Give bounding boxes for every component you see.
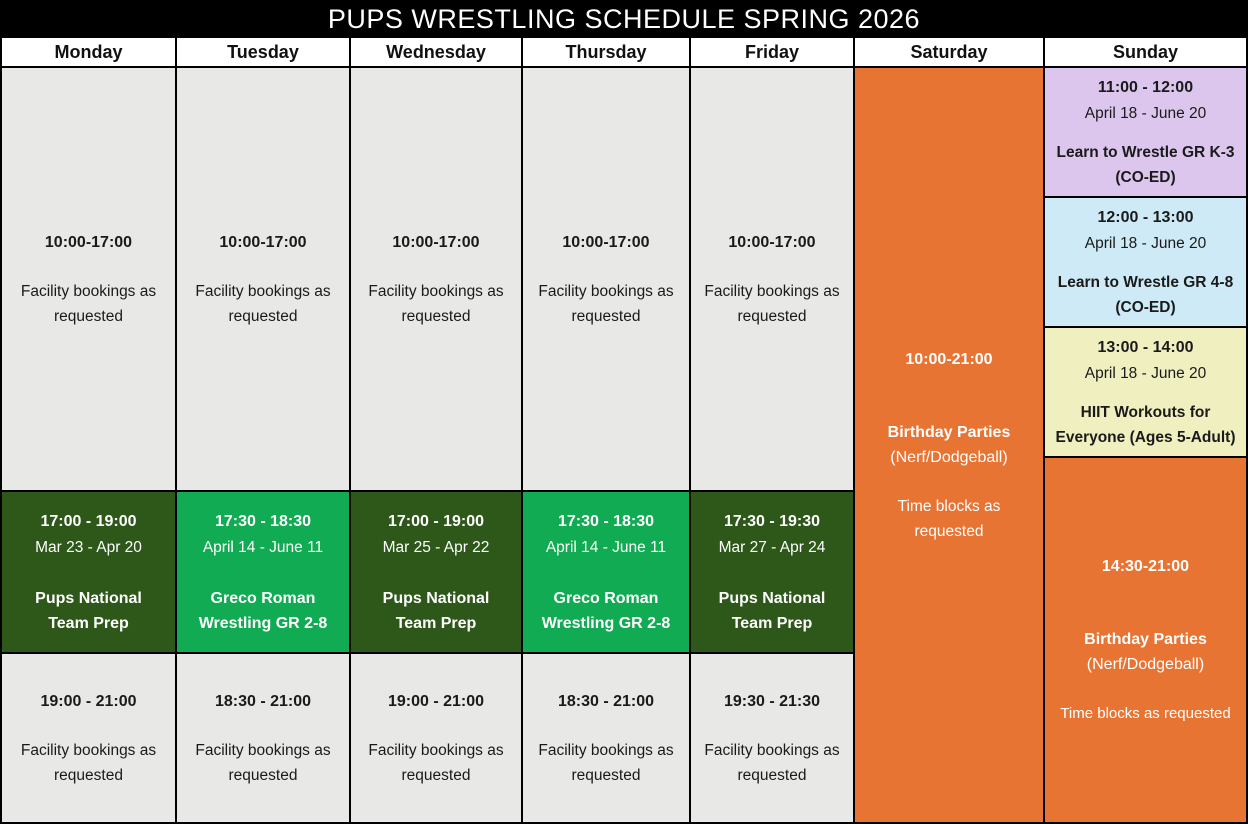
day-header-sunday: Sunday [1045,38,1246,66]
wednesday-program-cell: 17:00 - 19:00 Mar 25 - Apr 22 Pups Natio… [351,492,521,652]
date-range: Mar 25 - Apr 22 [382,538,490,556]
sunday-class-learn-to-wrestle-k3-cell: 11:00 - 12:00 April 18 - June 20 Learn t… [1045,68,1246,196]
day-header-tuesday: Tuesday [177,38,349,66]
time-range: 11:00 - 12:00 [1097,78,1194,96]
sunday-class-hiit-workouts-cell: 13:00 - 14:00 April 18 - June 20 HIIT Wo… [1045,328,1246,456]
program-name: Greco Roman Wrestling GR 2-8 [541,589,671,632]
thursday-program-cell: 17:30 - 18:30 April 14 - June 11 Greco R… [523,492,689,652]
booking-note: Time blocks as requested [1060,705,1231,722]
time-range: 17:30 - 18:30 [214,512,312,530]
day-header-monday: Monday [2,38,175,66]
thursday-morning-facility-cell: 10:00-17:00 Facility bookings as request… [523,68,689,490]
schedule-title: PUPS WRESTLING SCHEDULE SPRING 2026 [0,0,1248,38]
event-detail: (Nerf/Dodgeball) [1086,656,1205,673]
monday-morning-facility-cell: 10:00-17:00 Facility bookings as request… [2,68,175,490]
time-range: 19:00 - 21:00 [40,692,137,710]
time-range: 17:30 - 18:30 [557,512,655,530]
wednesday-morning-facility-cell: 10:00-17:00 Facility bookings as request… [351,68,521,490]
date-range: Mar 27 - Apr 24 [718,538,826,556]
program-name: Pups National Team Prep [382,589,490,632]
friday-evening-facility-cell: 19:30 - 21:30 Facility bookings as reque… [691,654,853,822]
facility-description: Facility bookings as requested [20,741,157,784]
time-range: 19:00 - 21:00 [387,692,485,710]
facility-description: Facility bookings as requested [195,741,331,784]
facility-description: Facility bookings as requested [538,741,674,784]
schedule-title-text: PUPS WRESTLING SCHEDULE SPRING 2026 [327,3,921,34]
facility-description: Facility bookings as requested [195,282,331,325]
date-range: April 14 - June 11 [202,538,324,556]
day-header-thursday: Thursday [523,38,689,66]
time-range: 17:00 - 19:00 [40,512,137,530]
day-column-tuesday: Tuesday 10:00-17:00 Facility bookings as… [177,38,349,822]
time-range: 10:00-17:00 [562,233,650,251]
date-range: April 14 - June 11 [545,538,667,556]
time-range: 18:30 - 21:00 [214,692,312,710]
monday-evening-facility-cell: 19:00 - 21:00 Facility bookings as reque… [2,654,175,822]
thursday-evening-facility-cell: 18:30 - 21:00 Facility bookings as reque… [523,654,689,822]
time-range: 17:30 - 19:30 [723,512,821,530]
facility-description: Facility bookings as requested [368,282,504,325]
program-name: Pups National Team Prep [35,589,142,632]
date-range: April 18 - June 20 [1084,364,1207,382]
facility-description: Facility bookings as requested [538,282,674,325]
friday-morning-facility-cell: 10:00-17:00 Facility bookings as request… [691,68,853,490]
facility-description: Facility bookings as requested [704,741,840,784]
time-range: 14:30-21:00 [1101,558,1190,575]
tuesday-evening-facility-cell: 18:30 - 21:00 Facility bookings as reque… [177,654,349,822]
schedule-grid: Monday 10:00-17:00 Facility bookings as … [0,38,1248,824]
time-range: 10:00-21:00 [905,350,993,368]
tuesday-morning-facility-cell: 10:00-17:00 Facility bookings as request… [177,68,349,490]
saturday-birthday-parties-cell: 10:00-21:00 Birthday Parties (Nerf/Dodge… [855,68,1043,822]
day-column-friday: Friday 10:00-17:00 Facility bookings as … [691,38,853,822]
sunday-class-learn-to-wrestle-48-cell: 12:00 - 13:00 April 18 - June 20 Learn t… [1045,198,1246,326]
time-range: 10:00-17:00 [219,233,307,251]
sunday-birthday-parties-cell: 14:30-21:00 Birthday Parties (Nerf/Dodge… [1045,458,1246,822]
day-column-wednesday: Wednesday 10:00-17:00 Facility bookings … [351,38,521,822]
event-detail: (Nerf/Dodgeball) [890,448,1008,466]
tuesday-program-cell: 17:30 - 18:30 April 14 - June 11 Greco R… [177,492,349,652]
program-name: Pups National Team Prep [718,589,826,632]
day-column-saturday: Saturday 10:00-21:00 Birthday Parties (N… [855,38,1043,822]
day-header-friday: Friday [691,38,853,66]
day-column-thursday: Thursday 10:00-17:00 Facility bookings a… [523,38,689,822]
class-name: HIIT Workouts for Everyone (Ages 5-Adult… [1055,403,1236,446]
friday-program-cell: 17:30 - 19:30 Mar 27 - Apr 24 Pups Natio… [691,492,853,652]
time-range: 13:00 - 14:00 [1097,338,1194,356]
wednesday-evening-facility-cell: 19:00 - 21:00 Facility bookings as reque… [351,654,521,822]
time-range: 17:00 - 19:00 [387,512,485,530]
time-range: 18:30 - 21:00 [557,692,655,710]
facility-description: Facility bookings as requested [368,741,504,784]
time-range: 19:30 - 21:30 [723,692,821,710]
time-range: 10:00-17:00 [728,233,816,251]
booking-note: Time blocks as requested [897,497,1001,540]
date-range: April 18 - June 20 [1084,104,1207,122]
program-name: Greco Roman Wrestling GR 2-8 [198,589,328,632]
class-name: Learn to Wrestle GR K-3 (CO-ED) [1056,143,1235,186]
monday-program-cell: 17:00 - 19:00 Mar 23 - Apr 20 Pups Natio… [2,492,175,652]
day-header-saturday: Saturday [855,38,1043,66]
date-range: April 18 - June 20 [1084,234,1207,252]
day-column-monday: Monday 10:00-17:00 Facility bookings as … [2,38,175,822]
date-range: Mar 23 - Apr 20 [35,538,142,556]
class-name: Learn to Wrestle GR 4-8 (CO-ED) [1057,273,1234,316]
event-name: Birthday Parties [887,423,1011,441]
time-range: 12:00 - 13:00 [1097,208,1194,226]
event-name: Birthday Parties [1084,631,1207,648]
time-range: 10:00-17:00 [392,233,480,251]
facility-description: Facility bookings as requested [20,282,157,325]
day-header-wednesday: Wednesday [351,38,521,66]
facility-description: Facility bookings as requested [704,282,840,325]
time-range: 10:00-17:00 [44,233,133,251]
day-column-sunday: Sunday 11:00 - 12:00 April 18 - June 20 … [1045,38,1246,822]
